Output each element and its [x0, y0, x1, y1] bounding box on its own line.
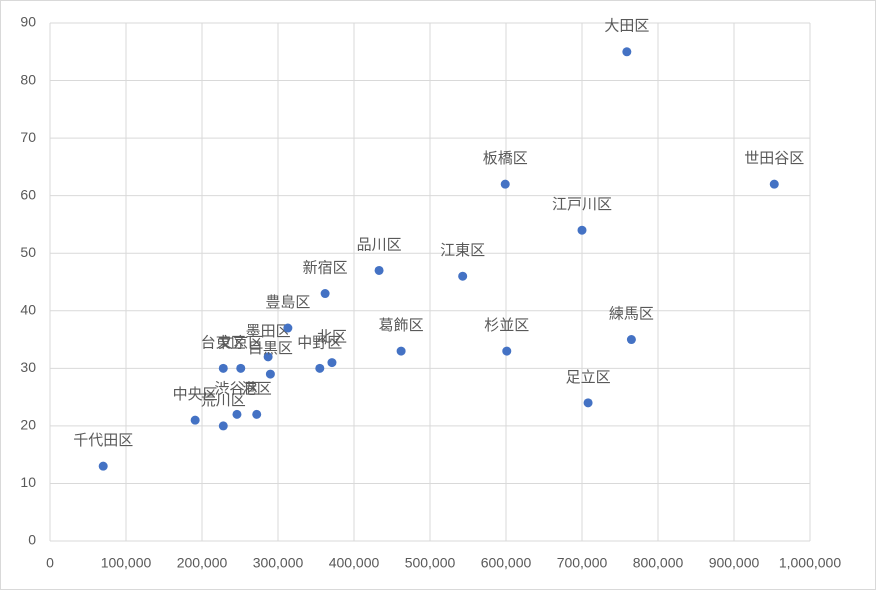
y-tick-label: 70: [20, 129, 36, 145]
point: [622, 47, 632, 57]
point: [218, 421, 228, 431]
point: [263, 352, 273, 362]
point: [252, 409, 262, 419]
point: [236, 363, 246, 373]
x-tick-label: 200,000: [177, 555, 228, 571]
point: [577, 225, 587, 235]
x-tick-label: 500,000: [405, 555, 456, 571]
data-label: 港区: [242, 380, 272, 397]
y-tick-label: 30: [20, 359, 36, 375]
data-label: 世田谷区: [744, 150, 804, 167]
x-tick-label: 0: [46, 555, 54, 571]
y-tick-label: 50: [20, 244, 36, 260]
data-label: 新宿区: [303, 259, 348, 276]
data-label: 江戸川区: [552, 196, 612, 213]
data-label: 杉並区: [484, 317, 529, 334]
x-tick-label: 100,000: [101, 555, 152, 571]
point: [320, 289, 330, 299]
x-tick-label: 600,000: [481, 555, 532, 571]
point: [327, 358, 337, 368]
point: [374, 265, 384, 275]
point: [218, 363, 228, 373]
y-tick-label: 10: [20, 474, 36, 490]
data-label: 葛飾区: [379, 317, 424, 334]
point: [265, 369, 275, 379]
x-tick-label: 900,000: [709, 555, 760, 571]
y-tick-label: 80: [20, 71, 36, 87]
point: [98, 461, 108, 471]
y-tick-label: 90: [20, 14, 36, 30]
data-label: 足立区: [566, 369, 611, 386]
point: [502, 346, 512, 356]
point: [283, 323, 293, 333]
data-label: 品川区: [357, 236, 402, 253]
point: [583, 398, 593, 408]
data-label: 文京区: [218, 334, 263, 351]
y-tick-label: 60: [20, 186, 36, 202]
y-tick-label: 40: [20, 301, 36, 317]
data-label: 大田区: [604, 18, 649, 35]
data-label: 北区: [317, 329, 347, 346]
data-label: 荒川区: [201, 392, 246, 409]
data-label: 墨田区: [246, 323, 291, 340]
data-label: 千代田区: [73, 432, 133, 449]
y-tick-label: 20: [20, 417, 36, 433]
point: [190, 415, 200, 425]
point: [769, 179, 779, 189]
data-label: 練馬区: [609, 306, 654, 323]
data-label: 板橋区: [483, 149, 528, 167]
x-tick-label: 700,000: [557, 555, 608, 571]
data-label: 目黒区: [248, 340, 293, 357]
data-label: 豊島区: [265, 294, 310, 311]
data-label: 渋谷区: [214, 380, 259, 397]
data-label: 台東区: [201, 334, 246, 351]
point: [500, 179, 510, 189]
x-tick-label: 400,000: [329, 555, 380, 571]
x-tick-label: 300,000: [253, 555, 304, 571]
y-tick-label: 0: [28, 532, 36, 548]
x-tick-label: 1,000,000: [779, 555, 841, 571]
data-label: 江東区: [440, 242, 485, 259]
data-label: 中央区: [173, 386, 218, 403]
point: [458, 271, 468, 281]
x-tick-label: 800,000: [633, 555, 684, 571]
point: [315, 363, 325, 373]
point: [232, 409, 242, 419]
point: [626, 335, 636, 345]
point: [396, 346, 406, 356]
data-label: 中野区: [297, 334, 342, 351]
